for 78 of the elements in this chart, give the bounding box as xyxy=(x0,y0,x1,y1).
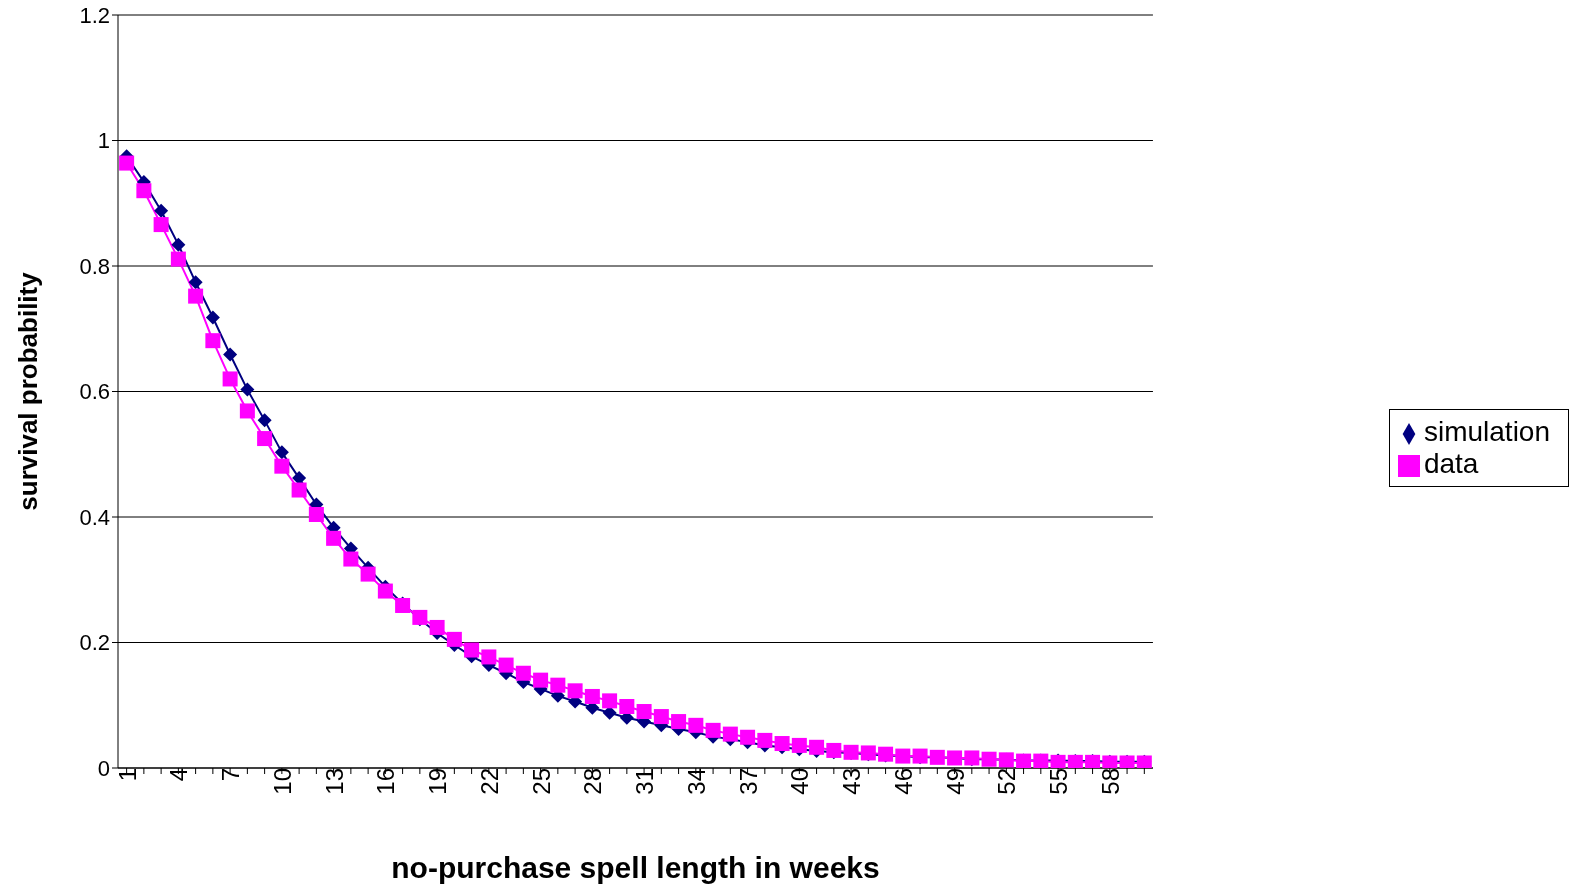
x-tick-label: 40 xyxy=(786,768,814,795)
point xyxy=(567,683,583,699)
legend-label: simulation xyxy=(1423,416,1550,447)
y-tick-label: 1 xyxy=(97,128,110,154)
point xyxy=(584,688,600,704)
point xyxy=(153,217,169,233)
point xyxy=(757,732,773,748)
y-axis-title: survival probability xyxy=(13,271,44,511)
point xyxy=(481,649,497,665)
y-tick-label: 0.4 xyxy=(79,504,110,530)
x-tick-label: 28 xyxy=(579,768,607,795)
x-tick-label: 7 xyxy=(217,768,245,782)
x-tick-label: 25 xyxy=(527,768,555,795)
point xyxy=(239,403,255,419)
point xyxy=(446,631,462,647)
x-tick-label: 43 xyxy=(838,768,866,795)
point xyxy=(188,288,204,304)
point xyxy=(154,203,169,218)
point xyxy=(774,736,790,752)
point xyxy=(740,729,756,745)
x-tick-label: 22 xyxy=(475,768,503,795)
x-tick-label: 37 xyxy=(734,768,762,795)
point xyxy=(205,310,220,325)
legend-label: data xyxy=(1423,448,1479,479)
point xyxy=(274,445,289,460)
point xyxy=(602,693,618,709)
x-tick-label: 52 xyxy=(993,768,1021,795)
point xyxy=(722,726,738,742)
x-tick-label: 46 xyxy=(889,768,917,795)
x-tick-label: 19 xyxy=(424,768,452,795)
point xyxy=(170,251,186,267)
point xyxy=(515,665,531,681)
y-tick-label: 0.6 xyxy=(79,379,110,405)
point xyxy=(550,677,566,693)
x-axis-title: no-purchase spell length in weeks xyxy=(391,851,880,884)
point xyxy=(119,155,135,171)
point xyxy=(291,482,307,498)
point xyxy=(222,371,238,387)
point xyxy=(619,699,635,715)
point xyxy=(636,704,652,720)
point xyxy=(809,739,825,755)
point xyxy=(223,347,238,362)
point xyxy=(205,333,221,349)
y-tick-label: 0.2 xyxy=(79,630,110,656)
point xyxy=(308,506,324,522)
x-tick-label: 31 xyxy=(631,768,659,795)
point xyxy=(136,183,152,199)
point xyxy=(429,619,445,635)
point xyxy=(705,722,721,738)
point xyxy=(464,642,480,658)
y-tick-label: 1.2 xyxy=(79,2,110,28)
point xyxy=(498,657,514,673)
point xyxy=(360,566,376,582)
y-tick-label: 0.8 xyxy=(79,253,110,279)
point xyxy=(188,275,203,290)
point xyxy=(377,583,393,599)
point xyxy=(343,551,359,567)
x-tick-label: 16 xyxy=(372,768,400,795)
point xyxy=(653,709,669,725)
point xyxy=(688,717,704,733)
x-tick-label: 34 xyxy=(682,768,710,795)
point xyxy=(791,737,807,753)
x-tick-label: 4 xyxy=(165,768,193,782)
point xyxy=(274,458,290,474)
x-tick-label: 10 xyxy=(268,768,296,795)
y-tick-label: 0 xyxy=(97,755,110,781)
point xyxy=(240,382,255,397)
point xyxy=(257,413,272,428)
x-tick-label: 1 xyxy=(113,768,141,782)
point xyxy=(671,714,687,730)
point xyxy=(326,530,342,546)
point xyxy=(257,431,273,447)
x-tick-label: 58 xyxy=(1096,768,1124,795)
x-tick-label: 49 xyxy=(941,768,969,795)
x-tick-label: 13 xyxy=(320,768,348,795)
x-tick-label: 55 xyxy=(1045,768,1073,795)
point xyxy=(533,672,549,688)
point xyxy=(171,237,186,252)
